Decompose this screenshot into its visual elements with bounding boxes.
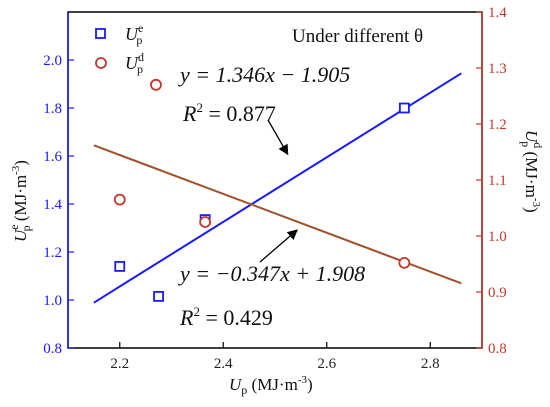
left-y-tick-label: 0.8 [43,341,62,357]
x-axis-label: Up (MJ·m-3) [229,374,313,397]
left-y-tick-label: 2.0 [43,53,62,69]
x-tick-label: 2.2 [110,356,129,372]
data-points [113,78,411,302]
arrow-to-blue-line [267,119,289,156]
x-tick-label: 2.6 [317,356,336,372]
right-y-axis-label: Udp (MJ·m-3) [519,130,545,213]
svg-text:R2 = 0.429: R2 = 0.429 [179,304,273,330]
right-y-tick-label: 1.1 [488,173,507,189]
svg-text:y = 1.346x − 1.905: y = 1.346x − 1.905 [178,62,350,87]
svg-text:Uep (MJ·m-3): Uep (MJ·m-3) [7,160,33,242]
x-tick-label: 2.8 [421,356,440,372]
point-ue [114,260,126,272]
right-y-tick-label: 1.2 [488,117,507,133]
svg-text:Udp: Ud p [125,50,144,76]
axis-ticks: 2.2 2.4 2.6 2.8 0.8 1.0 1.2 1.4 1.6 1.8 2.0 0.8 0.9 1… [43,5,507,372]
right-y-tick-label: 1.4 [488,5,507,21]
point-ue [153,290,164,302]
point-ud [113,193,126,206]
legend: Ue p Ud p [95,21,144,76]
left-y-axis-label: Uep (MJ·m-3) [7,160,33,242]
legend-label-ue: Ue p [125,21,143,47]
point-ud [199,216,212,228]
right-y-tick-label: 1.0 [488,229,507,245]
equation-red: y = −0.347x + 1.908 [178,261,365,286]
svg-text:y = −0.347x + 1.908: y = −0.347x + 1.908 [178,261,365,286]
left-y-tick-label: 1.4 [43,197,62,213]
right-y-tick-label: 0.8 [488,341,507,357]
arrow-to-red-line [259,229,298,263]
r2-red: R2 = 0.429 [179,304,273,330]
point-ud [150,78,162,91]
x-tick-label: 2.4 [214,356,233,372]
point-ue [398,102,410,114]
point-ud [398,256,411,269]
left-y-tick-label: 1.8 [43,101,62,117]
svg-text:R2 = 0.877: R2 = 0.877 [182,100,276,126]
r2-blue: R2 = 0.877 [182,100,276,126]
legend-label-ud: Ud p [125,50,144,76]
svg-text:Up (MJ·m-3): Up (MJ·m-3) [229,374,313,397]
chart-annotation-title: Under different θ [292,26,423,47]
legend-marker-square [95,28,106,39]
left-y-tick-label: 1.6 [43,149,62,165]
legend-marker-circle [95,57,107,69]
right-y-tick-label: 1.3 [488,61,507,77]
equation-blue: y = 1.346x − 1.905 [178,62,350,87]
right-y-tick-label: 0.9 [488,285,507,301]
svg-text:Uep: Ue p [125,21,143,47]
svg-text:Udp (MJ·m-3): Udp (MJ·m-3) [519,130,545,213]
left-y-tick-label: 1.2 [43,245,62,261]
left-y-tick-label: 1.0 [43,293,62,309]
